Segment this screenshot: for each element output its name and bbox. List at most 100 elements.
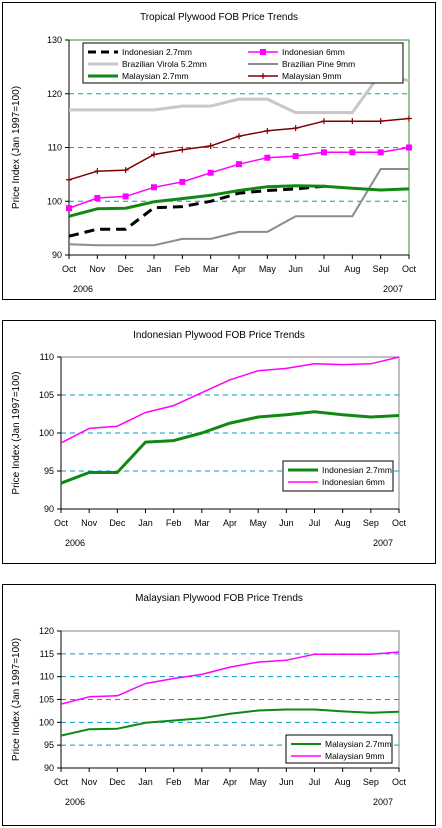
x-tick-label: Mar bbox=[194, 777, 210, 787]
x-tick-label: Jan bbox=[147, 264, 162, 274]
chart-title: Indonesian Plywood FOB Price Trends bbox=[133, 330, 305, 341]
x-tick-label: Sep bbox=[373, 264, 389, 274]
y-tick-label: 90 bbox=[44, 504, 54, 514]
data-point-plus bbox=[66, 176, 72, 183]
x-tick-label: Jul bbox=[309, 777, 321, 787]
x-tick-label: Sep bbox=[363, 777, 379, 787]
x-tick-label: Aug bbox=[335, 777, 351, 787]
y-tick-label: 115 bbox=[40, 649, 54, 659]
x-tick-label: Mar bbox=[194, 518, 210, 528]
y-tick-label: 110 bbox=[48, 143, 62, 153]
legend-label: Indonesian 6mm bbox=[282, 47, 345, 57]
legend-label: Brazilian Pine 9mm bbox=[282, 59, 355, 69]
indonesian-plywood-chart-panel: Indonesian Plywood FOB Price Trends 90 95 1… bbox=[2, 320, 436, 564]
data-point-square bbox=[292, 153, 299, 160]
data-point-square bbox=[66, 205, 72, 212]
data-point-plus bbox=[94, 168, 101, 175]
legend-marker-plus bbox=[260, 73, 266, 79]
year-label-start: 2006 bbox=[73, 284, 93, 294]
series-line-brazilian-pine-9mm bbox=[68, 168, 409, 247]
x-tick-label: Feb bbox=[166, 518, 182, 528]
data-point-square bbox=[151, 184, 157, 191]
x-tick-label: Feb bbox=[166, 777, 182, 787]
legend-label: Malaysian 2.7mm bbox=[122, 71, 189, 81]
series-line-malaysian-2-7mm bbox=[68, 184, 410, 218]
x-tick-label: Feb bbox=[175, 264, 191, 274]
data-point-square bbox=[264, 154, 271, 161]
year-label-end: 2007 bbox=[383, 284, 403, 294]
legend-label: Indonesian 2.7mm bbox=[322, 465, 392, 475]
x-tick-label: Dec bbox=[109, 777, 126, 787]
x-tick-label: Jan bbox=[138, 777, 153, 787]
data-point-square bbox=[122, 193, 129, 200]
x-tick-label: Jan bbox=[138, 518, 153, 528]
data-point-plus bbox=[321, 118, 327, 125]
legend-box bbox=[285, 734, 393, 764]
y-tick-label: 120 bbox=[47, 89, 62, 99]
x-tick-label: Jun bbox=[288, 264, 303, 274]
series-line-indonesian-2-7mm bbox=[60, 410, 400, 485]
y-tick-label: 100 bbox=[39, 428, 54, 438]
x-tick-label: Aug bbox=[335, 518, 351, 528]
series-line-malaysian-9mm bbox=[60, 651, 400, 705]
data-point-square bbox=[377, 149, 384, 156]
x-tick-label: Aug bbox=[344, 264, 360, 274]
y-tick-label: 90 bbox=[52, 250, 62, 260]
x-tick-label: Apr bbox=[223, 777, 237, 787]
data-point-plus bbox=[207, 142, 214, 149]
x-tick-label: May bbox=[250, 777, 268, 787]
tropical-plywood-chart: Tropical Plywood FOB Price Trends 90 100 11… bbox=[11, 12, 416, 294]
x-tick-label: Dec bbox=[118, 264, 135, 274]
year-label-start: 2006 bbox=[65, 538, 85, 548]
y-tick-label: 100 bbox=[39, 717, 54, 727]
y-axis-label: Price Index (Jan 1997=100) bbox=[11, 86, 22, 209]
x-tick-label: Nov bbox=[81, 518, 98, 528]
data-point-square bbox=[406, 144, 412, 151]
data-point-plus bbox=[151, 151, 157, 158]
chart-title: Tropical Plywood FOB Price Trends bbox=[140, 12, 298, 23]
x-tick-label: Jul bbox=[309, 518, 321, 528]
data-point-square bbox=[94, 195, 101, 202]
data-point-square bbox=[349, 149, 356, 156]
y-tick-label: 105 bbox=[39, 390, 54, 400]
x-tick-label: Dec bbox=[109, 518, 126, 528]
malaysian-plywood-chart-panel: Malaysian Plywood FOB Price Trends 90 95 10… bbox=[2, 584, 436, 826]
y-tick-label: 100 bbox=[47, 196, 62, 206]
y-tick-label: 105 bbox=[39, 695, 54, 705]
y-tick-label: 110 bbox=[40, 352, 54, 362]
series-line-indonesian-6mm bbox=[60, 356, 400, 444]
y-tick-label: 110 bbox=[40, 672, 54, 682]
x-tick-label: Apr bbox=[223, 518, 237, 528]
x-tick-label: Jun bbox=[279, 777, 294, 787]
x-tick-label: Oct bbox=[392, 518, 407, 528]
chart-title: Malaysian Plywood FOB Price Trends bbox=[135, 593, 303, 604]
year-label-end: 2007 bbox=[373, 538, 393, 548]
data-point-plus bbox=[122, 167, 129, 174]
x-tick-label: Jul bbox=[318, 264, 330, 274]
y-axis-label: Price Index (Jan 1997=100) bbox=[11, 638, 22, 761]
legend-label: Malaysian 2.7mm bbox=[325, 739, 392, 749]
data-point-plus bbox=[406, 115, 412, 122]
x-tick-label: Apr bbox=[232, 264, 246, 274]
x-tick-label: Oct bbox=[54, 518, 69, 528]
y-tick-label: 95 bbox=[44, 466, 54, 476]
x-tick-label: May bbox=[250, 518, 268, 528]
x-tick-label: Mar bbox=[203, 264, 219, 274]
data-point-square bbox=[236, 161, 242, 168]
legend-box bbox=[282, 460, 394, 492]
y-axis-label: Price Index (Jan 1997=100) bbox=[11, 371, 22, 494]
legend-label: Brazilian Virola 5.2mm bbox=[122, 59, 207, 69]
data-point-plus bbox=[264, 127, 271, 134]
x-tick-label: Jun bbox=[279, 518, 294, 528]
series-line-malaysian-2-7mm bbox=[60, 708, 400, 737]
x-tick-label: May bbox=[259, 264, 277, 274]
year-label-start: 2006 bbox=[65, 797, 85, 807]
data-point-plus bbox=[349, 118, 356, 125]
series-line-indonesian-2-7mm bbox=[68, 184, 325, 238]
legend-marker-square bbox=[260, 49, 266, 55]
tropical-plywood-chart-panel: Tropical Plywood FOB Price Trends 90 100 11… bbox=[2, 2, 436, 300]
legend-label: Malaysian 9mm bbox=[325, 751, 385, 761]
indonesian-plywood-chart: Indonesian Plywood FOB Price Trends 90 95 1… bbox=[11, 330, 407, 548]
data-point-square bbox=[179, 178, 186, 185]
x-tick-label: Oct bbox=[392, 777, 407, 787]
